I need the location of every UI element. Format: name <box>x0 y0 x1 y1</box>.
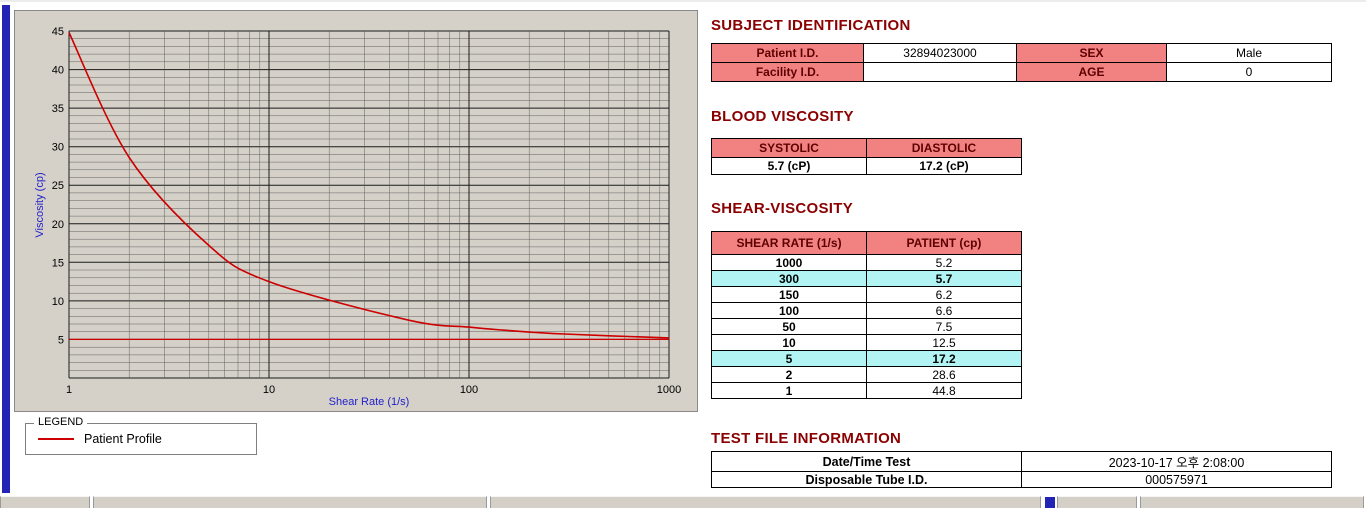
patient-cp-cell: 44.8 <box>866 382 1022 399</box>
sex-value: Male <box>1166 43 1332 63</box>
shear-row[interactable]: 1 44.8 <box>711 382 1022 399</box>
shear-row[interactable]: 150 6.2 <box>711 286 1022 303</box>
svg-text:35: 35 <box>52 103 64 115</box>
patient-cp-header: PATIENT (cp) <box>866 231 1022 255</box>
patient-cp-cell: 17.2 <box>866 350 1022 367</box>
viscosity-chart: 5 10 15 20 25 30 35 40 45 1 10 100 1000 Viscosity (cp… <box>15 11 697 411</box>
chart-panel: 5 10 15 20 25 30 35 40 45 1 10 100 1000 Viscosity (cp… <box>14 10 698 412</box>
shear-rate-cell: 100 <box>711 302 867 319</box>
svg-text:40: 40 <box>52 65 64 77</box>
background-window-fragment[interactable] <box>0 496 90 508</box>
tube-id-label: Disposable Tube I.D. <box>711 471 1022 488</box>
patient-cp-cell: 6.2 <box>866 286 1022 303</box>
legend-entry: Patient Profile <box>26 424 256 454</box>
tube-id-value: 000575971 <box>1021 471 1332 488</box>
svg-text:5: 5 <box>58 334 64 346</box>
blood-value-row: 5.7 (cP) 17.2 (cP) <box>711 157 1022 175</box>
patient-id-label: Patient I.D. <box>711 43 864 63</box>
diastolic-header: DIASTOLIC <box>866 138 1022 158</box>
test-file-row: Disposable Tube I.D. 000575971 <box>711 471 1332 488</box>
age-label: AGE <box>1016 62 1167 82</box>
shear-rate-cell: 50 <box>711 318 867 335</box>
svg-text:Viscosity (cp): Viscosity (cp) <box>34 172 46 237</box>
shear-viscosity-table: SHEAR RATE (1/s) PATIENT (cp) 1000 5.2 300… <box>711 231 1022 399</box>
svg-text:25: 25 <box>52 180 64 192</box>
test-file-row: Date/Time Test 2023-10-17 오후 2:08:00 <box>711 451 1332 472</box>
shear-rate-cell: 1000 <box>711 254 867 271</box>
shear-rate-cell: 10 <box>711 334 867 351</box>
background-window-fragment[interactable] <box>93 496 487 508</box>
svg-text:10: 10 <box>263 384 275 396</box>
shear-rate-cell: 300 <box>711 270 867 287</box>
legend-title: LEGEND <box>34 416 88 428</box>
test-file-information-title: TEST FILE INFORMATION <box>711 430 902 447</box>
facility-id-label: Facility I.D. <box>711 62 864 82</box>
svg-text:Shear Rate (1/s): Shear Rate (1/s) <box>329 396 410 408</box>
subject-identification-title: SUBJECT IDENTIFICATION <box>711 17 911 34</box>
subject-identification-table: Patient I.D. 32894023000 SEX Male Facili… <box>711 43 1332 82</box>
test-file-table: Date/Time Test 2023-10-17 오후 2:08:00 Dis… <box>711 451 1332 488</box>
shear-row[interactable]: 100 6.6 <box>711 302 1022 319</box>
background-window-fragment[interactable] <box>490 496 1041 508</box>
legend-series-label: Patient Profile <box>84 432 162 446</box>
shear-row[interactable]: 50 7.5 <box>711 318 1022 335</box>
patient-id-value: 32894023000 <box>863 43 1017 63</box>
blood-header-row: SYSTOLIC DIASTOLIC <box>711 138 1022 158</box>
subject-row: Patient I.D. 32894023000 SEX Male <box>711 43 1332 63</box>
shear-table-body: 1000 5.2 300 5.7 150 6.2 100 6.6 50 7.5 10 12.5 5 17.… <box>711 254 1022 399</box>
date-time-value: 2023-10-17 오후 2:08:00 <box>1021 451 1332 472</box>
svg-text:1: 1 <box>66 384 72 396</box>
svg-text:30: 30 <box>52 142 64 154</box>
patient-cp-cell: 5.2 <box>866 254 1022 271</box>
legend-line-sample <box>38 438 74 440</box>
shear-row[interactable]: 10 12.5 <box>711 334 1022 351</box>
shear-rate-header: SHEAR RATE (1/s) <box>711 231 867 255</box>
shear-row[interactable]: 5 17.2 <box>711 350 1022 367</box>
date-time-label: Date/Time Test <box>711 451 1022 472</box>
systolic-value: 5.7 (cP) <box>711 157 867 175</box>
shear-header-row: SHEAR RATE (1/s) PATIENT (cp) <box>711 231 1022 255</box>
patient-cp-cell: 6.6 <box>866 302 1022 319</box>
background-window-fragment[interactable] <box>1057 496 1137 508</box>
shear-rate-cell: 1 <box>711 382 867 399</box>
blood-viscosity-title: BLOOD VISCOSITY <box>711 108 854 125</box>
sex-label: SEX <box>1016 43 1167 63</box>
svg-text:20: 20 <box>52 219 64 231</box>
svg-text:10: 10 <box>52 296 64 308</box>
patient-cp-cell: 28.6 <box>866 366 1022 383</box>
systolic-header: SYSTOLIC <box>711 138 867 158</box>
patient-cp-cell: 12.5 <box>866 334 1022 351</box>
age-value: 0 <box>1166 62 1332 82</box>
background-window-fragment[interactable] <box>1140 496 1364 508</box>
patient-cp-cell: 5.7 <box>866 270 1022 287</box>
shear-rate-cell: 2 <box>711 366 867 383</box>
svg-text:15: 15 <box>52 257 64 269</box>
svg-text:45: 45 <box>52 26 64 38</box>
shear-viscosity-title: SHEAR-VISCOSITY <box>711 200 854 217</box>
diastolic-value: 17.2 (cP) <box>866 157 1022 175</box>
shear-row[interactable]: 300 5.7 <box>711 270 1022 287</box>
subject-row: Facility I.D. AGE 0 <box>711 62 1332 82</box>
blood-viscosity-table: SYSTOLIC DIASTOLIC 5.7 (cP) 17.2 (cP) <box>711 138 1022 175</box>
facility-id-value <box>863 62 1017 82</box>
shear-row[interactable]: 1000 5.2 <box>711 254 1022 271</box>
patient-cp-cell: 7.5 <box>866 318 1022 335</box>
shear-row[interactable]: 2 28.6 <box>711 366 1022 383</box>
background-window-accent[interactable] <box>1045 497 1055 508</box>
left-accent-bar <box>2 5 10 493</box>
shear-rate-cell: 150 <box>711 286 867 303</box>
svg-text:100: 100 <box>460 384 478 396</box>
legend-box: LEGEND Patient Profile <box>25 416 257 455</box>
shear-rate-cell: 5 <box>711 350 867 367</box>
svg-text:1000: 1000 <box>657 384 681 396</box>
